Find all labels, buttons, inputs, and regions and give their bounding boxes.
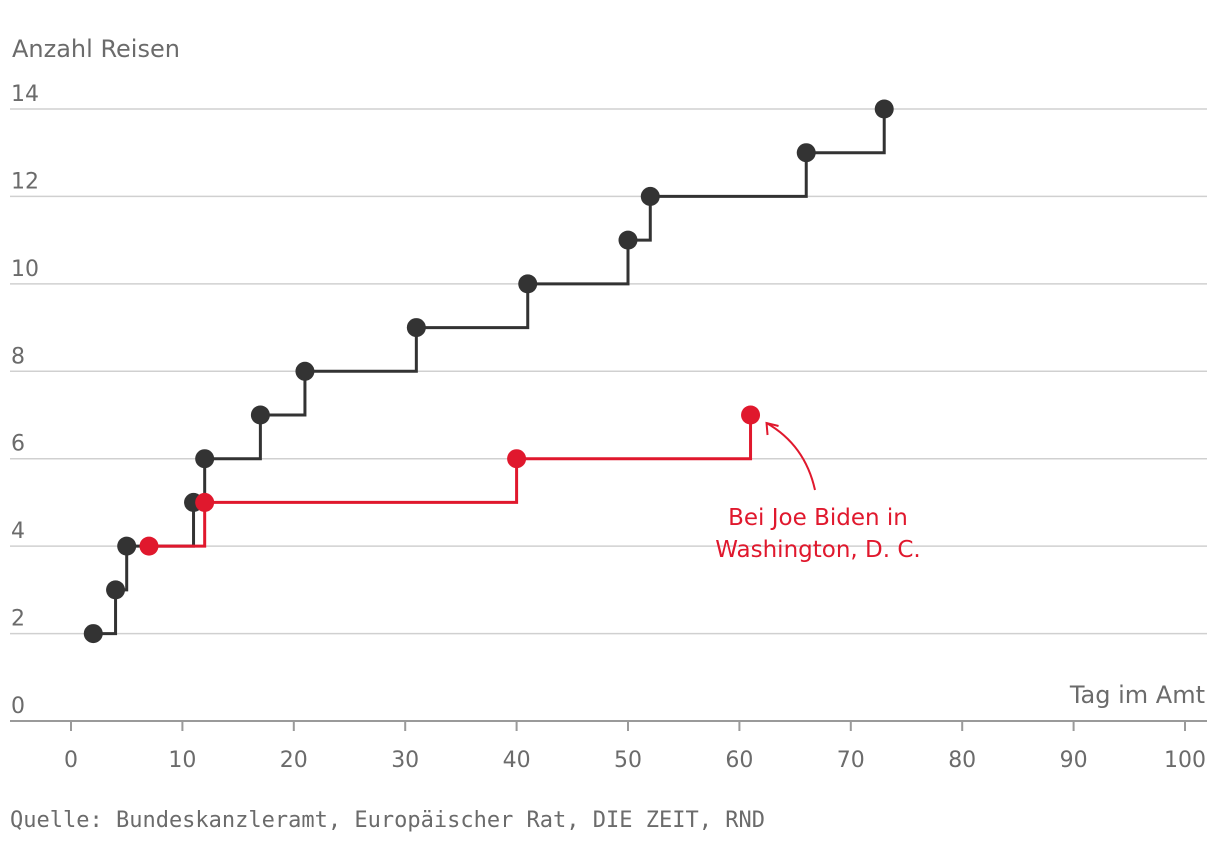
y-tick-label: 8 bbox=[11, 344, 25, 369]
y-tick-label: 0 bbox=[11, 694, 25, 719]
data-point-rot bbox=[507, 449, 527, 469]
data-point-schwarz bbox=[117, 536, 137, 556]
data-point-rot bbox=[741, 405, 761, 425]
data-point-schwarz bbox=[106, 580, 126, 600]
data-point-schwarz bbox=[250, 405, 270, 425]
x-tick-label: 30 bbox=[391, 748, 419, 773]
y-tick-label: 12 bbox=[11, 169, 39, 194]
series-rot bbox=[139, 405, 761, 556]
y-tick-label: 4 bbox=[11, 519, 25, 544]
source-note: Quelle: Bundeskanzleramt, Europäischer R… bbox=[10, 808, 765, 833]
x-tick-label: 70 bbox=[837, 748, 865, 773]
x-tick-label: 0 bbox=[64, 748, 78, 773]
x-tick-label: 40 bbox=[503, 748, 531, 773]
x-tick-label: 10 bbox=[168, 748, 196, 773]
data-point-schwarz bbox=[195, 449, 215, 469]
data-point-schwarz bbox=[618, 230, 638, 250]
data-point-schwarz bbox=[295, 361, 315, 381]
data-point-schwarz bbox=[874, 99, 894, 119]
data-point-rot bbox=[139, 536, 159, 556]
y-tick-label: 2 bbox=[11, 607, 25, 632]
x-tick-label: 90 bbox=[1060, 748, 1088, 773]
x-tick-label: 100 bbox=[1164, 748, 1206, 773]
y-axis-title: Anzahl Reisen bbox=[12, 35, 180, 63]
data-point-schwarz bbox=[83, 624, 103, 644]
x-tick-label: 20 bbox=[280, 748, 308, 773]
x-tick-label: 60 bbox=[725, 748, 753, 773]
x-tick-label: 50 bbox=[614, 748, 642, 773]
annotation-text-line-1: Bei Joe Biden in bbox=[728, 505, 908, 531]
x-tick-label: 80 bbox=[948, 748, 976, 773]
data-point-schwarz bbox=[406, 318, 426, 338]
step-line-rot bbox=[148, 415, 753, 548]
x-axis: 0 10 20 30 40 50 60 70 80 90 100 bbox=[10, 720, 1207, 773]
y-tick-label: 6 bbox=[11, 432, 25, 457]
data-point-schwarz bbox=[640, 186, 660, 206]
grid: 0 2 4 6 8 10 12 14 bbox=[10, 82, 1207, 719]
x-axis-title: Tag im Amt bbox=[1069, 681, 1205, 709]
series-layer bbox=[83, 99, 894, 644]
series-schwarz bbox=[83, 99, 894, 644]
annotation-arrow bbox=[766, 422, 816, 491]
data-point-schwarz bbox=[518, 274, 538, 294]
data-point-schwarz bbox=[796, 143, 816, 163]
annotation-arrowhead bbox=[765, 421, 779, 436]
y-tick-label: 14 bbox=[11, 82, 39, 107]
annotation-text-line-2: Washington, D. C. bbox=[715, 537, 920, 563]
annotation: Bei Joe Biden in Washington, D. C. bbox=[715, 421, 921, 563]
data-point-rot bbox=[195, 492, 215, 512]
y-tick-label: 10 bbox=[11, 257, 39, 282]
